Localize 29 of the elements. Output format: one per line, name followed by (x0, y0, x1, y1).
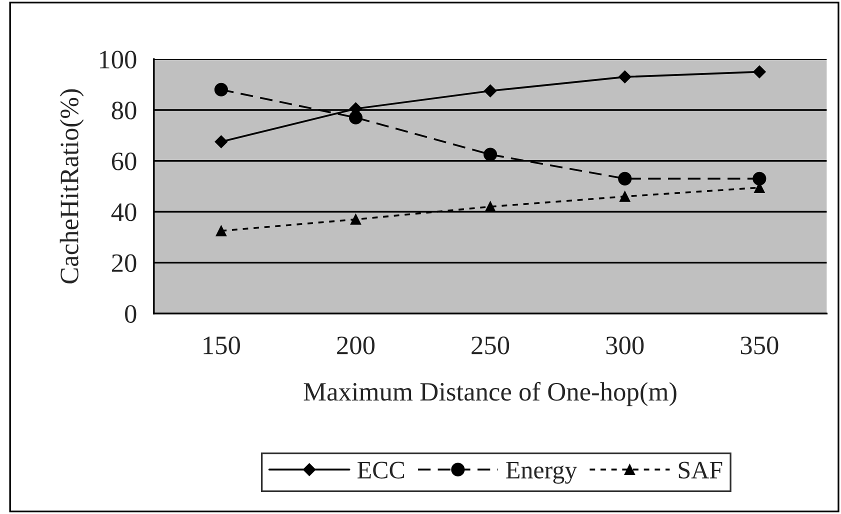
y-tick-label: 20 (112, 254, 136, 272)
y-tick-label: 0 (125, 305, 136, 323)
point (350, 214, 362, 225)
x-axis-title: Maximum Distance of One-hop(m) (304, 382, 676, 406)
point (214, 135, 228, 148)
legend-label: ECC (358, 462, 404, 479)
point (214, 82, 228, 96)
legend-label: Energy (506, 462, 578, 484)
point (618, 172, 632, 186)
point (753, 65, 766, 78)
y-tick-label: 40 (111, 203, 136, 222)
x-tick-label: 250 (472, 336, 510, 354)
x-tick-label: 350 (740, 336, 778, 354)
point (348, 110, 363, 124)
x-tick-label: 150 (204, 336, 240, 354)
point (619, 191, 630, 202)
point (752, 172, 766, 186)
x-tick-label: 200 (337, 336, 375, 354)
point (484, 84, 497, 98)
legend-label: SAF (678, 462, 722, 479)
x-tick-label: 300 (606, 336, 644, 354)
y-tick-label: 60 (112, 152, 136, 170)
y-tick-label: 80 (112, 102, 136, 120)
point (216, 225, 227, 236)
y-axis-title: CacheHitRatio(%) (60, 89, 84, 284)
point (484, 201, 496, 212)
y-tick-label: 100 (100, 50, 136, 69)
point (484, 148, 498, 162)
point (618, 70, 632, 84)
